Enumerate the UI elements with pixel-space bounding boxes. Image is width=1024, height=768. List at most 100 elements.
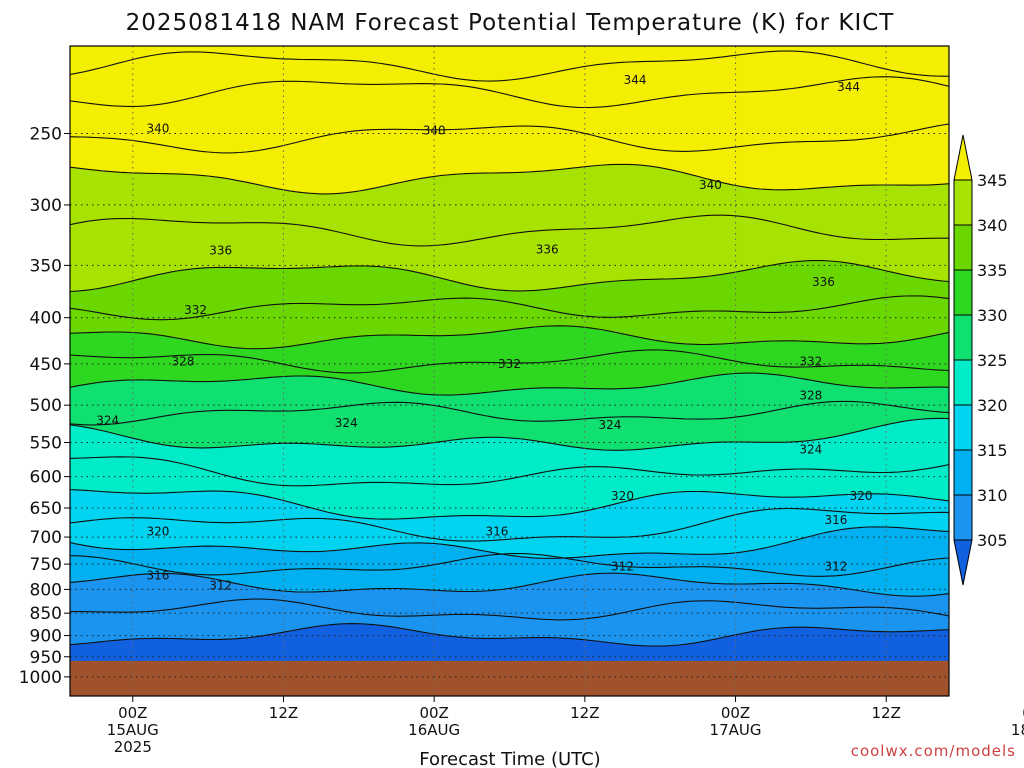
contour-label: 336 [812,275,835,289]
x-tick-date: 16AUG [408,721,460,739]
colorbar-box [953,494,973,541]
x-tick-label: 00Z [419,704,448,722]
contour-332 [70,325,949,350]
y-tick-label: 1000 [19,668,62,688]
contour-label: 312 [611,560,634,574]
grid-lines [70,46,949,696]
contour-330 [70,349,949,374]
contour-label: 312 [209,578,232,592]
contour-318 [70,507,949,542]
contour-label: 340 [146,122,169,136]
contour-label: 316 [485,524,508,538]
y-tick-label: 700 [30,528,62,548]
colorbar-box [953,449,973,496]
contour-label: 312 [825,560,848,574]
y-tick-label: 500 [30,396,62,416]
contour-label: 324 [799,443,822,457]
y-tick-label: 400 [30,309,62,329]
contour-324 [70,417,949,451]
contour-312 [70,572,949,597]
contour-label: 340 [699,178,722,192]
x-tick-date: 15AUG [107,721,159,739]
contour-label: 328 [172,354,195,368]
colorbar-label: 325 [977,351,1008,370]
x-tick-label: 00Z [721,704,750,722]
y-tick-label: 550 [30,434,62,454]
contour-336 [70,259,949,293]
contour-label: 344 [624,73,647,87]
y-tick-label: 800 [30,580,62,600]
colorbar-box [953,224,973,271]
contour-316 [70,526,949,559]
y-axis: 250 300 350 400 450 500 550 600 650 700 750 800 850 9… [19,124,70,688]
chart-title: 2025081418 NAM Forecast Potential Temper… [126,10,895,36]
contour-346 [70,50,949,82]
contour-314 [70,552,949,577]
contour-322 [70,456,949,487]
contour-label: 320 [146,524,169,538]
contour-label: 340 [423,123,446,137]
colorbar-box [953,269,973,316]
x-tick-date: 18AUG [1011,721,1024,739]
contour-308 [70,623,949,647]
contour-label: 328 [799,389,822,403]
colorbar-box [953,359,973,406]
contour-320 [70,489,949,520]
colorbar-box [953,314,973,361]
colorbar-label: 345 [977,171,1008,190]
x-tick-label: 00Z [1022,704,1024,722]
x-tick-label: 12Z [872,704,901,722]
contour-338 [70,214,949,247]
colorbar-box [953,404,973,451]
colorbar-label: 330 [977,306,1008,325]
colorbar-bottom-arrow [953,539,973,586]
x-axis: 00Z15AUG202512Z00Z16AUG12Z00Z17AUG12Z00Z… [107,696,1024,756]
y-tick-label: 900 [30,627,62,647]
colorbar-label: 305 [977,531,1008,550]
ground-surface [70,660,949,696]
x-tick-label: 00Z [118,704,147,722]
colorbar-label: 335 [977,261,1008,280]
contour-label: 320 [611,489,634,503]
y-tick-label: 650 [30,499,62,519]
colorbar-box [953,179,973,226]
colorbar-label: 310 [977,486,1008,505]
y-tick-label: 850 [30,604,62,624]
plot-area [70,46,949,696]
y-tick-label: 300 [30,196,62,216]
y-tick-label: 600 [30,468,62,488]
contour-label: 316 [146,568,169,582]
contour-label: 336 [209,244,232,258]
y-tick-label: 750 [30,555,62,575]
contour-label: 324 [96,414,119,428]
contour-340 [70,163,949,195]
x-tick-date: 17AUG [710,721,762,739]
y-tick-label: 350 [30,256,62,276]
contour-label: 332 [498,357,521,371]
contour-310 [70,598,949,621]
contour-label: 320 [850,489,873,503]
contour-334 [70,295,949,321]
contour-label: 316 [825,513,848,527]
y-tick-label: 250 [30,124,62,144]
y-tick-label: 450 [30,355,62,375]
contour-label: 336 [536,242,559,256]
x-tick-label: 12Z [570,704,599,722]
x-tick-year: 2025 [114,738,152,756]
contour-label: 324 [599,418,622,432]
colorbar: 345 340 335 330 325 320 315 310 305 [953,134,1008,586]
x-axis-label: Forecast Time (UTC) [419,749,600,768]
y-tick-label: 950 [30,648,62,668]
x-tick-label: 12Z [269,704,298,722]
colorbar-label: 315 [977,441,1008,460]
plot-frame [69,45,950,697]
colorbar-label: 320 [977,396,1008,415]
contour-label: 344 [837,80,860,94]
colorbar-top-arrow [953,134,973,181]
watermark: coolwx.com/models [851,742,1016,760]
contour-label: 332 [184,303,207,317]
contour-344 [70,76,949,109]
contour-label: 324 [335,416,358,430]
contour-labels: 344 344 340 340 340 336 336 336 332 332 332 328 328 3… [96,73,873,593]
